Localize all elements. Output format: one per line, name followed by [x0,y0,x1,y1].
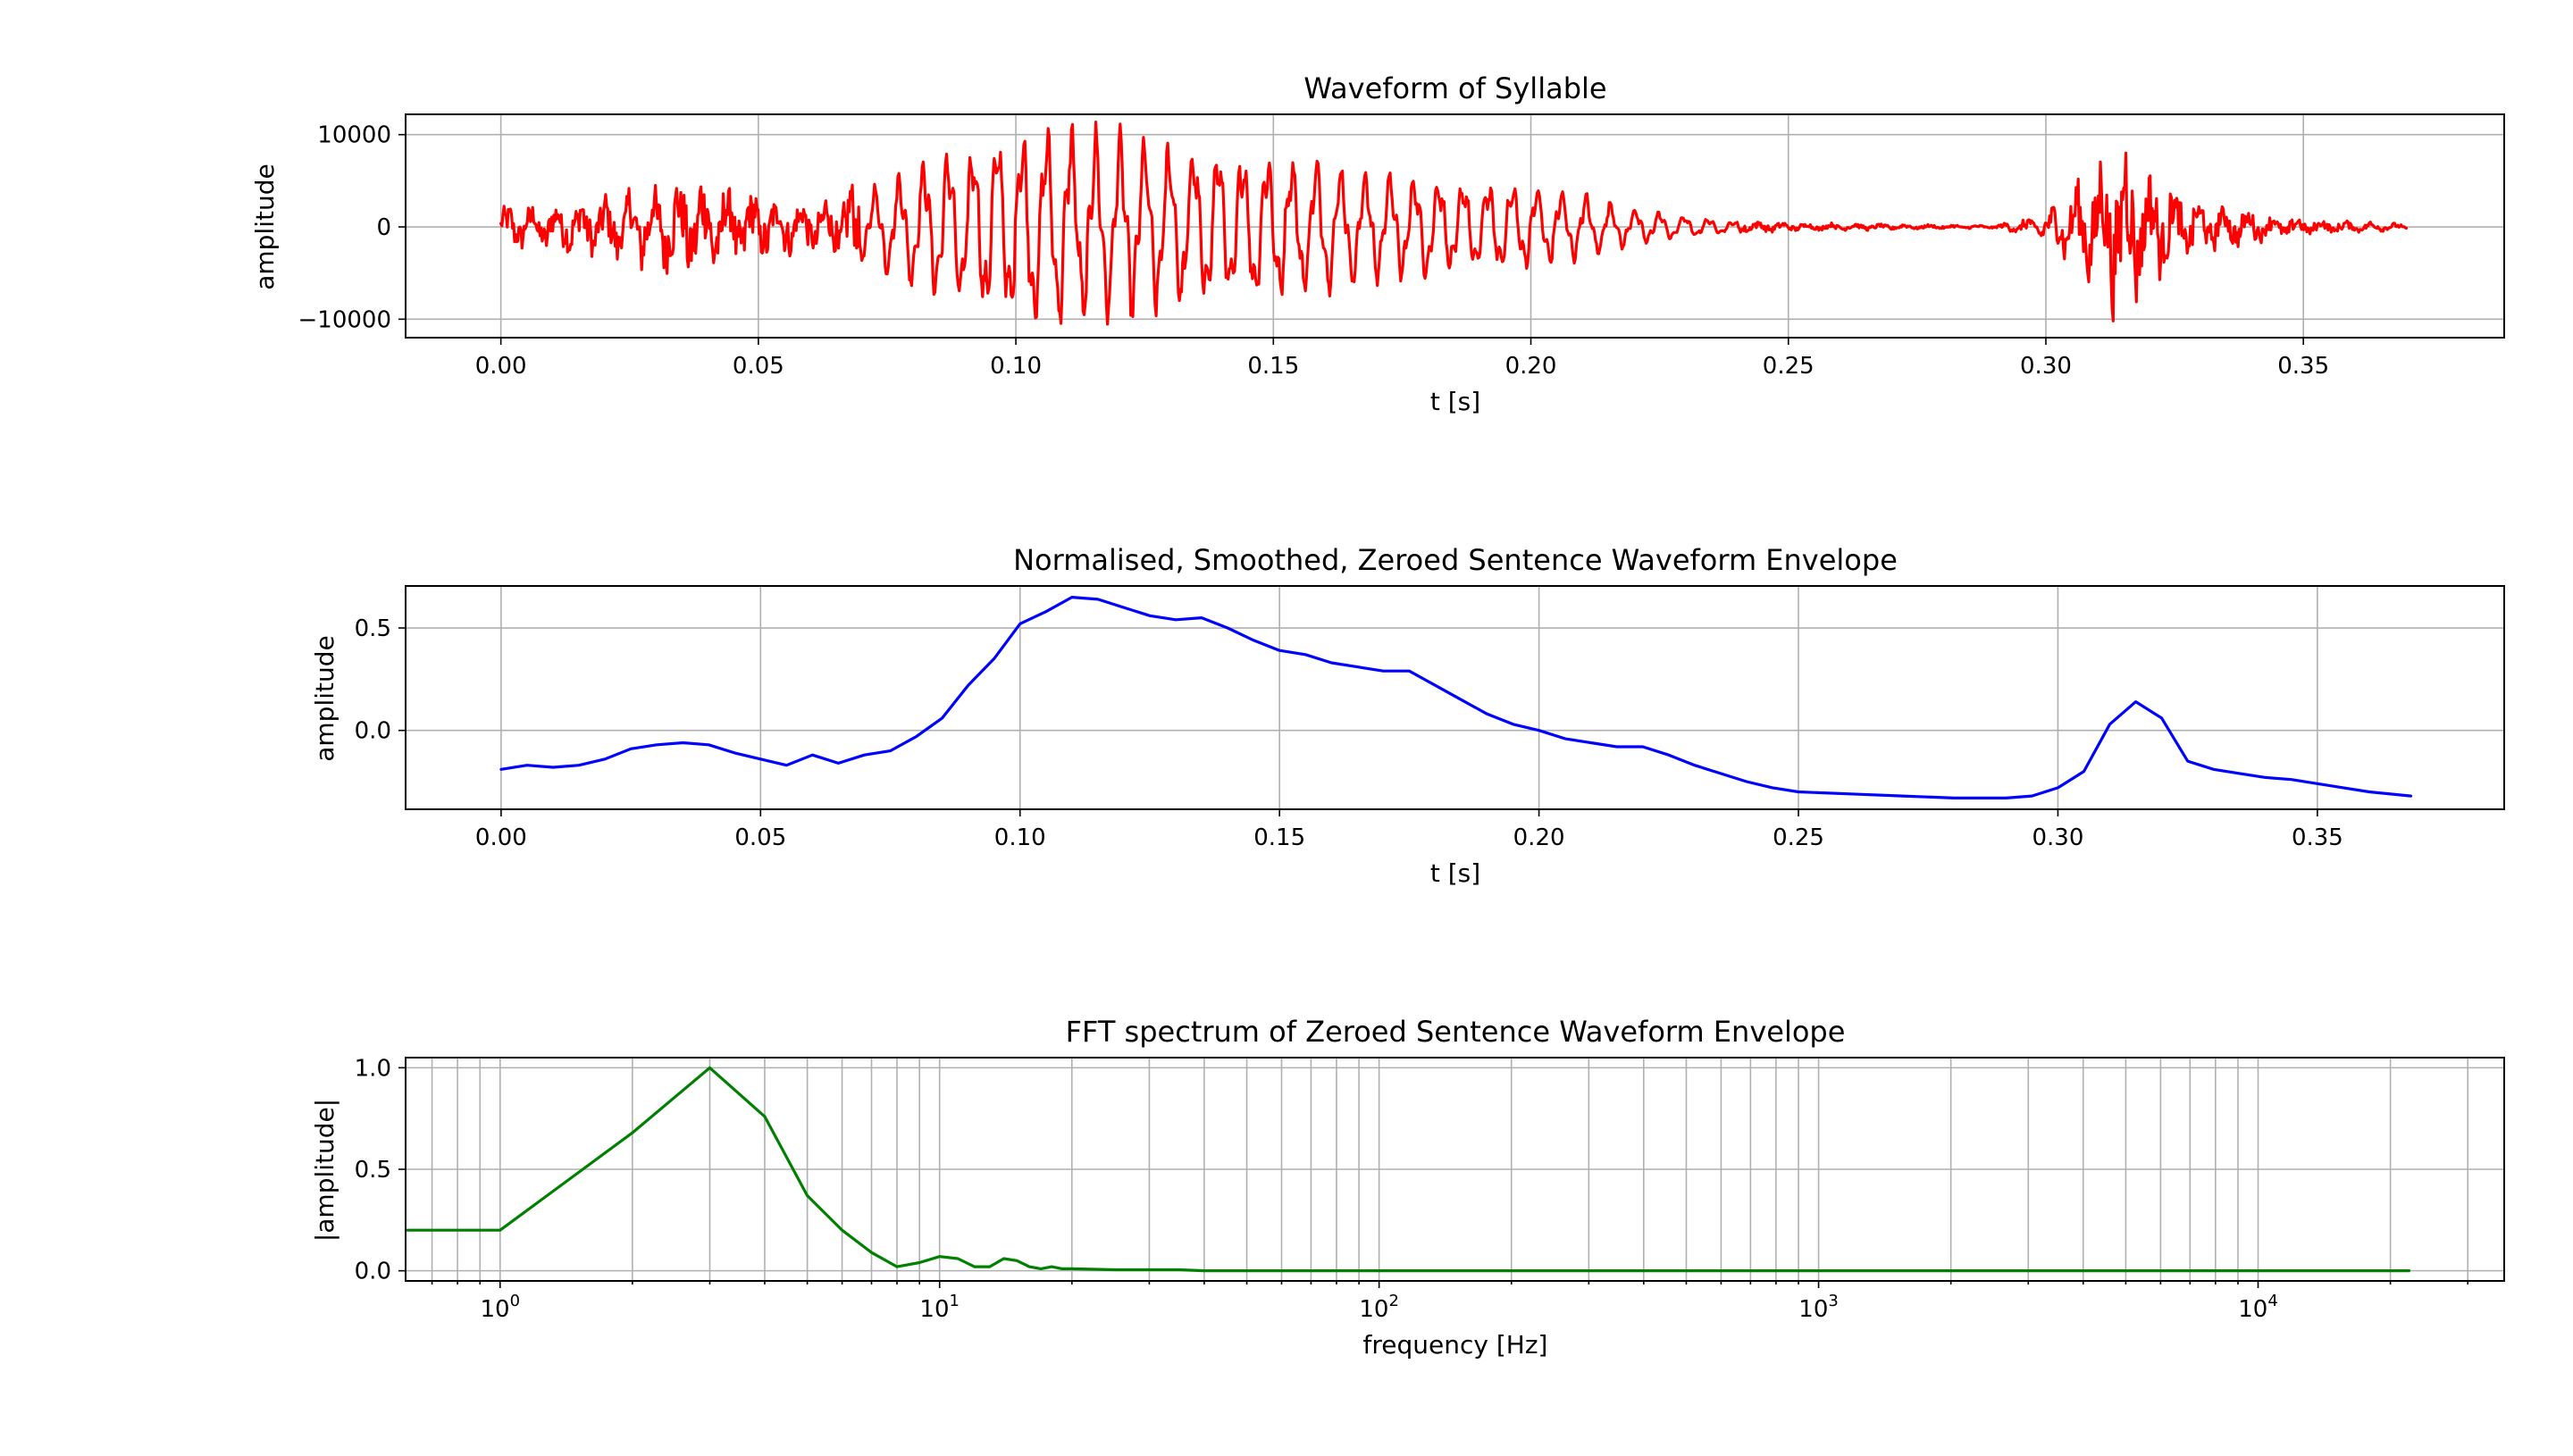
spectrum-series-line [406,1066,2411,1273]
waveform-xtick-label: 0.05 [733,353,784,380]
waveform-xtick-label: 0.10 [990,353,1042,380]
spectrum-ytick-label: 1.0 [355,1055,391,1082]
spectrum-xtick-label: 101 [919,1292,960,1323]
spectrum-ytick-label: 0.5 [355,1157,391,1184]
waveform-series-line [499,121,2409,326]
envelope-ytick-label: 0.0 [355,718,391,745]
spectrum-panel: FFT spectrum of Zeroed Sentence Waveform… [310,1015,2505,1360]
waveform-ytick-label: −10000 [298,306,392,333]
waveform-ytick-label: 10000 [317,122,391,149]
waveform-xlabel: t [s] [1430,387,1480,416]
envelope-xlabel: t [s] [1430,858,1480,888]
waveform-xtick-label: 0.30 [2020,353,2072,380]
envelope-ytick-label: 0.5 [355,615,391,642]
envelope-xtick-label: 0.05 [734,824,786,851]
envelope-ylabel: amplitude [310,635,339,762]
spectrum-xlabel: frequency [Hz] [1363,1330,1548,1360]
envelope-xtick-label: 0.20 [1513,824,1565,851]
waveform-xtick-label: 0.00 [475,353,527,380]
spectrum-ylabel: |amplitude| [310,1099,339,1242]
envelope-xtick-label: 0.35 [2292,824,2343,851]
envelope-xtick-label: 0.15 [1253,824,1305,851]
waveform-ytick-label: 0 [376,214,391,241]
spectrum-ytick-label: 0.0 [355,1259,391,1285]
envelope-series-line [499,596,2412,799]
waveform-xtick-label: 0.35 [2277,353,2329,380]
waveform-xtick-label: 0.15 [1247,353,1299,380]
envelope-xtick-label: 0.30 [2032,824,2084,851]
spectrum-title: FFT spectrum of Zeroed Sentence Waveform… [1066,1015,1846,1049]
envelope-xtick-label: 0.00 [475,824,527,851]
envelope-xtick-label: 0.10 [994,824,1046,851]
envelope-title: Normalised, Smoothed, Zeroed Sentence Wa… [1013,543,1898,577]
envelope-panel: Normalised, Smoothed, Zeroed Sentence Wa… [310,543,2505,888]
envelope-axes-frame [405,585,2505,810]
spectrum-xtick-label: 100 [480,1292,520,1323]
spectrum-xtick-label: 104 [2238,1292,2278,1323]
waveform-title: Waveform of Syllable [1303,71,1606,105]
waveform-xtick-label: 0.25 [1763,353,1815,380]
waveform-panel: Waveform of Syllable t [s] amplitude 0.0… [250,71,2505,416]
waveform-xtick-label: 0.20 [1505,353,1557,380]
waveform-ylabel: amplitude [250,163,280,290]
envelope-xtick-label: 0.25 [1773,824,1824,851]
waveform-axes-frame [405,113,2505,339]
spectrum-xtick-label: 102 [1359,1292,1399,1323]
spectrum-xtick-label: 103 [1798,1292,1839,1323]
